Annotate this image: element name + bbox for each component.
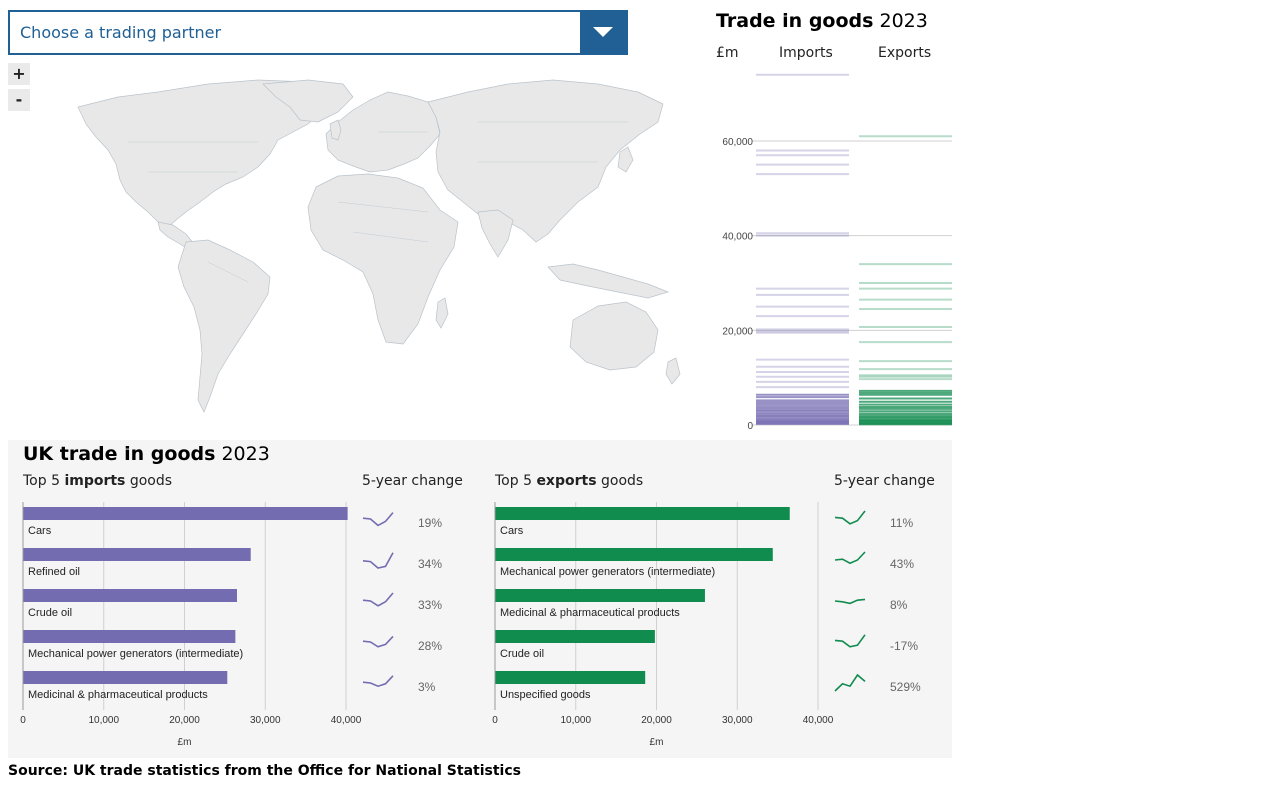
map-region-united-kingdom[interactable] (329, 119, 342, 141)
imports-category-label: Mechanical power generators (intermediat… (28, 648, 243, 660)
imports-bar[interactable] (23, 548, 251, 561)
imports-change-value: 19% (418, 516, 442, 530)
exports-change-value: 8% (890, 598, 908, 612)
exports-bar[interactable] (495, 589, 705, 602)
strip-y-tick-label: 0 (747, 421, 753, 432)
map-region-new-zealand[interactable] (665, 357, 681, 385)
zoom-out-button[interactable]: - (8, 89, 30, 111)
exports-sparkline (834, 673, 866, 692)
panel-title: UK trade in goods 2023 (23, 443, 270, 465)
strip-exports-label: Exports (878, 45, 932, 61)
imports-axis-unit: £m (178, 737, 192, 748)
exports-category-label: Medicinal & pharmaceutical products (500, 607, 680, 619)
strip-imports-label: Imports (779, 45, 833, 61)
exports-x-tick-label: 20,000 (641, 715, 672, 726)
exports-change-heading: 5-year change (834, 473, 935, 489)
world-map[interactable] (8, 62, 698, 422)
map-region-asia[interactable] (427, 79, 664, 243)
trade-strip-title-year: 2023 (879, 10, 928, 32)
chevron-down-icon (593, 27, 613, 37)
exports-category-label: Unspecified goods (500, 689, 591, 701)
imports-x-tick-label: 10,000 (88, 715, 119, 726)
exports-change-value: 529% (890, 680, 921, 694)
map-region-japan[interactable] (617, 146, 634, 173)
panel-title-bold: UK trade in goods (23, 443, 216, 465)
imports-x-tick-label: 30,000 (250, 715, 281, 726)
panel-title-year: 2023 (221, 443, 270, 465)
imports-category-label: Cars (28, 525, 52, 537)
imports-bar[interactable] (23, 589, 237, 602)
imports-sparkline (362, 552, 394, 569)
source-note: Source: UK trade statistics from the Off… (8, 763, 521, 779)
imports-x-tick-label: 40,000 (331, 715, 362, 726)
exports-category-label: Cars (500, 525, 524, 537)
strip-y-tick-label: 60,000 (722, 137, 753, 148)
uk-trade-panel: UK trade in goods 2023 Top 5 imports goo… (8, 440, 952, 758)
trade-strip-chart: 0 20,000 40,000 60,000 (722, 73, 952, 432)
trading-partner-dropdown[interactable]: Choose a trading partner (8, 10, 628, 55)
imports-x-tick-label: 20,000 (169, 715, 200, 726)
imports-change-value: 28% (418, 639, 442, 653)
exports-category-label: Crude oil (500, 648, 544, 660)
imports-category-label: Refined oil (28, 566, 80, 578)
exports-x-tick-label: 30,000 (722, 715, 753, 726)
strip-y-tick-label: 40,000 (722, 232, 753, 243)
trade-strip-title: Trade in goods 2023 (716, 10, 928, 32)
imports-heading-pre: Top 5 (23, 473, 65, 489)
imports-category-label: Crude oil (28, 607, 72, 619)
exports-sparkline (834, 634, 866, 648)
exports-heading-bold: exports (536, 473, 597, 489)
exports-sparkline (834, 598, 866, 605)
map-region-australia[interactable] (569, 301, 659, 371)
exports-change-value: 43% (890, 557, 914, 571)
exports-bar[interactable] (495, 630, 655, 643)
exports-change-value: 11% (890, 516, 913, 530)
zoom-in-button[interactable]: + (8, 63, 30, 85)
imports-change-value: 34% (418, 557, 442, 571)
exports-axis-unit: £m (650, 737, 664, 748)
exports-sparkline (834, 551, 866, 565)
exports-bar[interactable] (495, 548, 773, 561)
imports-sparkline (362, 635, 394, 648)
imports-category-label: Medicinal & pharmaceutical products (28, 689, 208, 701)
exports-change-value: -17% (890, 639, 918, 653)
map-region-indonesia[interactable] (547, 263, 670, 299)
exports-heading-pre: Top 5 (495, 473, 537, 489)
imports-bar[interactable] (23, 630, 236, 643)
imports-heading-post: goods (125, 473, 173, 489)
top-goods-bar-charts: 0 10,000 20,000 30,000 40,000 £m Cars 19% Refine… (20, 502, 921, 748)
strip-y-tick-label: 20,000 (722, 326, 753, 337)
imports-sparkline (362, 512, 394, 527)
imports-x-tick-label: 0 (20, 715, 26, 726)
strip-unit-label: £m (716, 45, 739, 61)
exports-heading: Top 5 exports goods (495, 473, 643, 489)
imports-change-heading: 5-year change (362, 473, 463, 489)
exports-bar[interactable] (495, 671, 646, 684)
imports-heading-bold: imports (64, 473, 126, 489)
imports-sparkline (362, 592, 394, 607)
map-region-india[interactable] (477, 209, 514, 258)
imports-change-value: 33% (418, 598, 442, 612)
exports-sparkline (834, 510, 866, 525)
imports-bar[interactable] (23, 671, 228, 684)
map-region-africa[interactable] (307, 173, 459, 345)
imports-heading: Top 5 imports goods (23, 473, 172, 489)
imports-bar[interactable] (23, 507, 348, 520)
exports-heading-post: goods (596, 473, 644, 489)
exports-bar[interactable] (495, 507, 790, 520)
imports-change-value: 3% (418, 680, 436, 694)
map-region-greenland[interactable] (262, 79, 354, 123)
exports-x-tick-label: 0 (492, 715, 498, 726)
dropdown-toggle-button[interactable] (580, 12, 626, 53)
exports-x-tick-label: 40,000 (803, 715, 834, 726)
map-region-south-america[interactable] (177, 239, 271, 413)
map-region-madagascar[interactable] (435, 297, 449, 329)
exports-x-tick-label: 10,000 (560, 715, 591, 726)
trade-strip-title-bold: Trade in goods (716, 10, 874, 32)
exports-category-label: Mechanical power generators (intermediat… (500, 566, 715, 578)
dropdown-placeholder: Choose a trading partner (20, 23, 222, 42)
imports-sparkline (362, 675, 394, 688)
